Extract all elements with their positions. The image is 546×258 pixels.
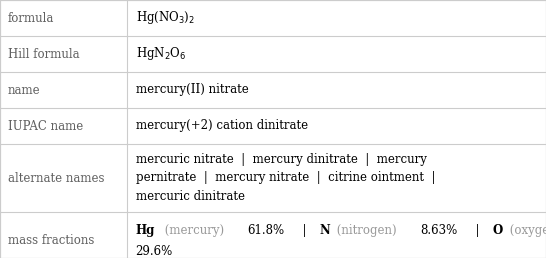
Text: name: name — [8, 84, 40, 96]
Text: |: | — [295, 224, 314, 237]
Text: mercuric nitrate  |  mercury dinitrate  |  mercury: mercuric nitrate | mercury dinitrate | m… — [135, 153, 426, 166]
Text: mass fractions: mass fractions — [8, 233, 94, 246]
Text: |: | — [468, 224, 487, 237]
Text: 61.8%: 61.8% — [247, 224, 284, 237]
Text: formula: formula — [8, 12, 55, 25]
Text: Hg(NO$_3$)$_2$: Hg(NO$_3$)$_2$ — [135, 10, 195, 27]
Text: Hg: Hg — [135, 224, 155, 237]
Text: (oxygen): (oxygen) — [506, 224, 546, 237]
Text: mercury(II) nitrate: mercury(II) nitrate — [135, 84, 248, 96]
Text: 29.6%: 29.6% — [135, 245, 173, 258]
Text: mercuric dinitrate: mercuric dinitrate — [135, 190, 245, 203]
Text: (mercury): (mercury) — [161, 224, 228, 237]
Text: N: N — [319, 224, 330, 237]
Text: pernitrate  |  mercury nitrate  |  citrine ointment  |: pernitrate | mercury nitrate | citrine o… — [135, 172, 435, 184]
Text: mercury(+2) cation dinitrate: mercury(+2) cation dinitrate — [135, 119, 308, 133]
Text: alternate names: alternate names — [8, 172, 104, 184]
Text: IUPAC name: IUPAC name — [8, 119, 83, 133]
Text: Hill formula: Hill formula — [8, 47, 80, 60]
Text: (nitrogen): (nitrogen) — [333, 224, 400, 237]
Text: O: O — [492, 224, 503, 237]
Text: 8.63%: 8.63% — [420, 224, 458, 237]
Text: HgN$_2$O$_6$: HgN$_2$O$_6$ — [135, 45, 186, 62]
